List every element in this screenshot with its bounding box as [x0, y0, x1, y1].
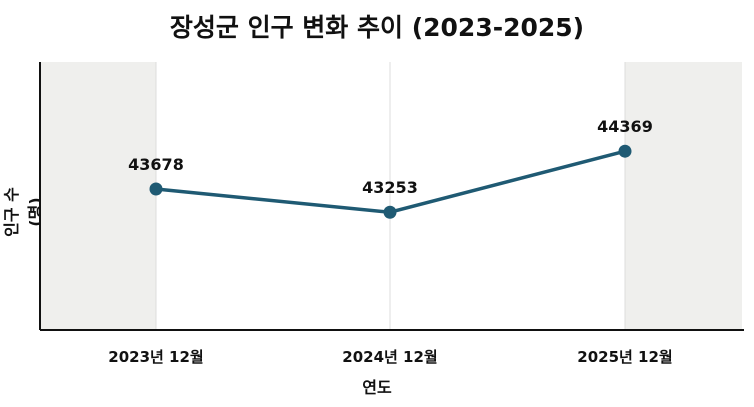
data-label: 43253: [362, 178, 418, 197]
shaded-band-left: [40, 62, 156, 330]
data-point: [149, 182, 163, 196]
data-label: 44369: [597, 117, 653, 136]
x-tick-label: 2025년 12월: [577, 348, 672, 366]
data-point: [383, 205, 397, 219]
x-axis-label: 연도: [362, 378, 392, 397]
chart-title: 장성군 인구 변화 추이 (2023-2025): [169, 13, 585, 42]
data-point: [618, 144, 632, 158]
x-tick-label: 2024년 12월: [342, 348, 437, 366]
shaded-band-right: [625, 62, 742, 330]
data-label: 43678: [128, 155, 184, 174]
x-tick-label: 2023년 12월: [108, 348, 203, 366]
